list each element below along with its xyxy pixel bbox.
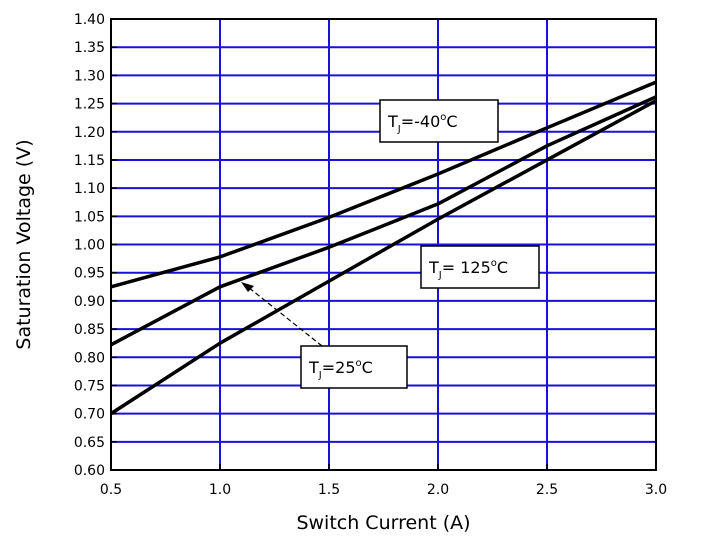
series-lines [110, 80, 657, 416]
series-line-125c [110, 95, 657, 347]
y-tick-label: 1.35 [74, 40, 105, 56]
annotation-box [300, 345, 408, 389]
y-tick-label: 0.65 [74, 435, 105, 451]
grid [111, 19, 656, 470]
y-tick-label: 0.90 [74, 294, 105, 310]
y-tick-label: 1.30 [74, 68, 105, 84]
y-tick-label: 1.10 [74, 181, 105, 197]
annotation-25c: TJ=25oC [300, 345, 408, 389]
y-tick-label: 1.20 [74, 125, 105, 141]
y-tick-label: 0.85 [74, 322, 105, 338]
y-tick-label: 0.95 [74, 266, 105, 282]
y-tick-label: 1.40 [74, 12, 105, 28]
y-tick-label: 1.25 [74, 97, 105, 113]
x-tick-label: 3.0 [645, 482, 667, 498]
y-tick-label: 1.05 [74, 209, 105, 225]
annotation-label: TJ=-40oC [387, 112, 458, 135]
annotation-leader-25c [247, 286, 323, 347]
y-tick-label: 1.00 [74, 238, 105, 254]
y-tick-label: 0.70 [74, 407, 105, 423]
annotation-label: TJ=25oC [308, 358, 373, 381]
annotation-box [379, 99, 499, 143]
series-line-25c [110, 99, 657, 416]
x-tick-label: 2.5 [536, 482, 558, 498]
x-tick-label: 1.5 [318, 482, 340, 498]
annotation-box [420, 245, 540, 289]
y-axis-title: Saturation Voltage (V) [13, 139, 35, 349]
y-tick-label: 1.15 [74, 153, 105, 169]
series-line-minus40c [110, 80, 657, 289]
x-tick-label: 2.0 [427, 482, 449, 498]
y-tick-label: 0.80 [74, 350, 105, 366]
plot-frame [110, 18, 657, 471]
annotation-minus40c: TJ=-40oC [379, 99, 499, 143]
annotations: TJ=-40oC TJ=25oC TJ= 125oC [241, 99, 540, 389]
x-tick-label: 1.0 [209, 482, 231, 498]
y-tick-label: 0.75 [74, 378, 105, 394]
annotation-label: TJ= 125oC [428, 258, 508, 281]
annotation-arrowhead [241, 282, 254, 292]
y-tick-label: 0.60 [74, 463, 105, 479]
x-axis-title: Switch Current (A) [296, 512, 470, 534]
tick-labels: 0.5 1.0 1.5 2.0 2.5 3.0 0.60 0.65 0.70 0.75 0.80 0.… [74, 12, 667, 498]
x-tick-label: 0.5 [100, 482, 122, 498]
annotation-125c: TJ= 125oC [420, 245, 540, 289]
